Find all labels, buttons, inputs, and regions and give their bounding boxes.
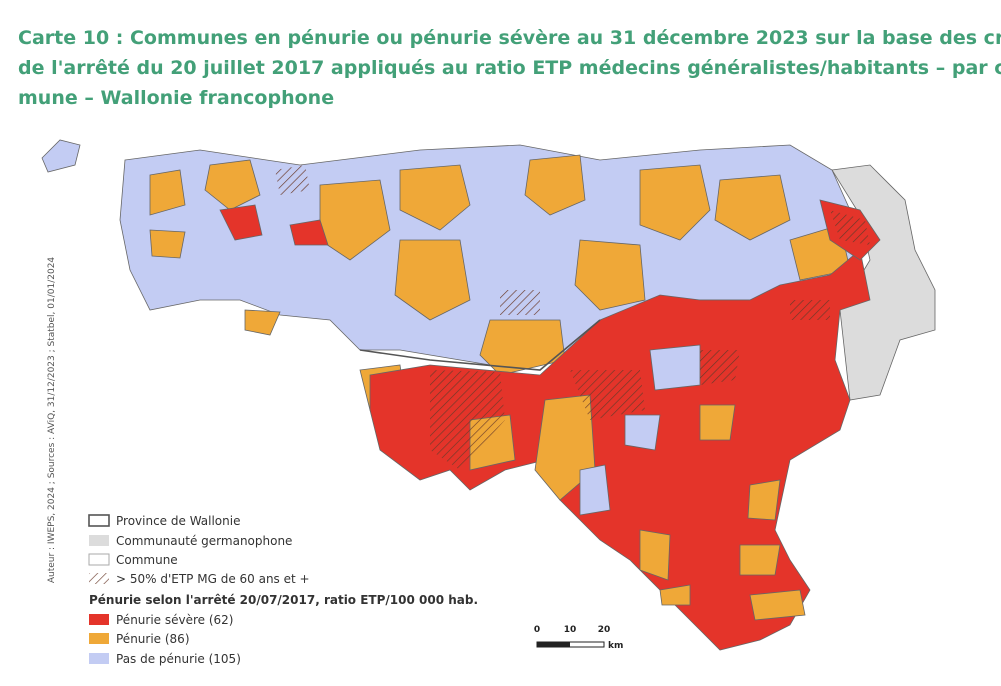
province-border (359, 319, 601, 371)
severe-shortage (219, 204, 263, 241)
title-line: mune – Wallonie francophone (18, 87, 334, 109)
legend-heading: Pénurie selon l'arrêté 20/07/2017, ratio… (89, 593, 478, 607)
legend-swatch (88, 553, 110, 566)
legend-label: > 50% d'ETP MG de 60 ans et + (116, 572, 310, 586)
title-line: de l'arrêté du 20 juillet 2017 appliqués… (18, 57, 1001, 79)
legend-label: Pas de pénurie (105) (116, 652, 241, 666)
legend-label: Pénurie (86) (116, 632, 190, 646)
legend-swatch (88, 514, 110, 527)
legend-label: Communauté germanophone (116, 534, 292, 548)
scale-label: 10 (564, 625, 577, 635)
no-shortage-south (649, 344, 701, 391)
german-community (831, 164, 936, 401)
no-shortage (41, 139, 81, 173)
legend-swatch (89, 614, 109, 625)
legend-swatch (89, 653, 109, 664)
scale-label: 20 (598, 625, 611, 635)
legend-swatch (89, 633, 109, 644)
map (41, 139, 936, 651)
no-shortage-south (624, 414, 661, 451)
scale-unit: km (608, 641, 623, 651)
title-line: Carte 10 : Communes en pénurie ou pénuri… (18, 27, 1001, 49)
severe-shortage (289, 219, 329, 246)
legend-swatch (89, 535, 109, 546)
legend-label: Province de Wallonie (116, 514, 240, 528)
source-note: Auteur : IWEPS, 2024 ; Sources : AViQ, 3… (47, 257, 57, 584)
legend-label: Pénurie sévère (62) (116, 613, 234, 627)
scale-bar: 0 10 20 km (534, 625, 624, 651)
scale-label: 0 (534, 625, 540, 635)
hatched-communes (275, 165, 870, 470)
legend-label: Commune (116, 553, 178, 567)
legend-swatch (89, 573, 109, 584)
scale-segment (537, 642, 570, 647)
legend: Province de Wallonie Communauté germanop… (88, 514, 478, 666)
no-shortage-south (579, 464, 611, 516)
